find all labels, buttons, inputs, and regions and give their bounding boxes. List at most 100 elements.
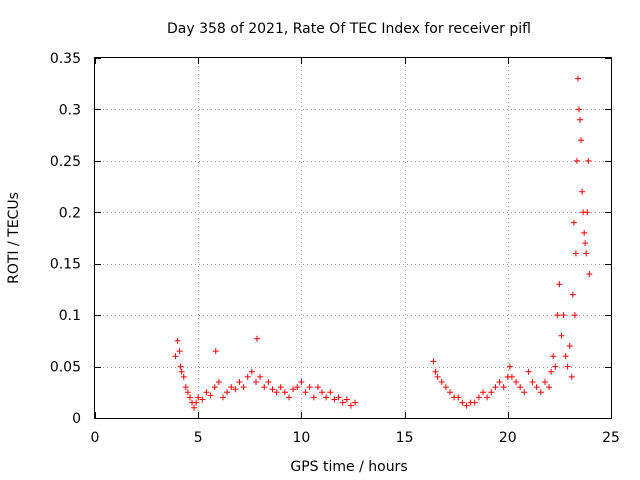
x-tick-label: 0 xyxy=(91,430,100,446)
data-point xyxy=(177,363,184,370)
data-point xyxy=(525,368,532,375)
data-point xyxy=(265,379,272,385)
data-point xyxy=(562,353,569,360)
data-point xyxy=(558,332,565,339)
data-point xyxy=(576,106,583,113)
data-point xyxy=(195,394,202,401)
data-point xyxy=(568,373,575,380)
y-tick-label: 0.25 xyxy=(50,154,81,170)
data-point xyxy=(277,384,284,391)
data-point xyxy=(228,384,235,391)
data-point xyxy=(174,337,181,344)
data-point xyxy=(585,157,592,164)
data-point xyxy=(529,379,536,385)
data-point xyxy=(203,389,210,396)
data-point xyxy=(286,394,293,401)
data-point xyxy=(244,373,251,380)
data-point xyxy=(314,384,321,391)
data-point xyxy=(335,394,342,401)
data-point xyxy=(560,312,567,319)
data-point xyxy=(207,392,214,399)
data-point xyxy=(432,368,439,375)
data-point xyxy=(339,399,346,406)
data-point xyxy=(310,394,317,401)
y-axis-label: ROTI / TECUs xyxy=(6,192,22,284)
data-point xyxy=(252,379,259,385)
data-point xyxy=(302,389,309,396)
data-point xyxy=(199,396,206,403)
x-tick-label: 20 xyxy=(499,430,517,446)
x-tick-label: 25 xyxy=(602,430,620,446)
data-point xyxy=(583,250,590,257)
data-point xyxy=(463,402,470,409)
data-point xyxy=(578,137,585,144)
data-point xyxy=(178,368,185,375)
data-point xyxy=(343,396,350,403)
y-tick-label: 0.15 xyxy=(50,257,81,273)
data-point xyxy=(564,363,571,370)
data-point xyxy=(281,389,288,396)
data-point xyxy=(273,389,280,396)
chart-title: Day 358 of 2021, Rate Of TEC Index for r… xyxy=(167,21,531,37)
data-point xyxy=(232,386,239,393)
data-point xyxy=(211,384,218,391)
x-tick-label: 10 xyxy=(292,430,310,446)
y-tick-label: 0.2 xyxy=(59,205,81,221)
data-point xyxy=(323,394,330,401)
data-point xyxy=(290,386,297,393)
data-point xyxy=(184,389,191,396)
data-point xyxy=(571,312,578,319)
data-point xyxy=(180,373,187,380)
data-point xyxy=(327,389,334,396)
data-point xyxy=(306,384,313,391)
x-axis-label: GPS time / hours xyxy=(290,459,407,475)
data-point xyxy=(240,384,247,391)
data-point xyxy=(172,353,179,360)
data-point xyxy=(554,312,561,319)
data-point xyxy=(586,271,593,277)
x-tick-label: 5 xyxy=(194,430,203,446)
data-point xyxy=(513,379,520,385)
data-point xyxy=(257,373,264,380)
data-point xyxy=(191,404,198,411)
data-point xyxy=(517,384,524,391)
data-point xyxy=(347,402,354,409)
data-point xyxy=(430,358,437,365)
data-point xyxy=(471,399,478,406)
data-point xyxy=(556,281,563,288)
data-point xyxy=(224,389,231,396)
data-point xyxy=(500,384,507,391)
grid-lines xyxy=(95,58,611,418)
data-point xyxy=(533,384,540,391)
data-point xyxy=(550,353,557,360)
data-point xyxy=(546,384,553,391)
data-point xyxy=(475,394,482,401)
data-point xyxy=(570,219,577,226)
data-point xyxy=(254,335,261,342)
data-point xyxy=(193,399,200,406)
data-point xyxy=(581,229,588,236)
data-point xyxy=(176,348,183,355)
axis-ticks: 0 5 10 15 20 25 0 0.05 0.1 0.15 0.2 0.25 0.3 0.35 xyxy=(50,51,620,446)
data-point xyxy=(447,389,454,396)
data-point xyxy=(480,389,487,396)
data-point xyxy=(496,379,503,385)
data-point xyxy=(269,386,276,393)
data-point xyxy=(215,379,222,385)
data-point xyxy=(455,394,462,401)
data-point xyxy=(537,389,544,396)
data-point xyxy=(521,389,528,396)
data-point xyxy=(572,250,579,257)
data-point xyxy=(541,379,548,385)
y-tick-label: 0.35 xyxy=(50,51,81,67)
data-point xyxy=(582,240,589,247)
data-point xyxy=(261,384,268,391)
y-tick-label: 0.05 xyxy=(50,360,81,376)
data-point xyxy=(574,75,581,82)
data-point xyxy=(248,368,255,375)
data-point xyxy=(552,363,559,370)
y-tick-label: 0.3 xyxy=(59,102,81,118)
data-point xyxy=(352,399,359,406)
data-point xyxy=(236,379,243,385)
